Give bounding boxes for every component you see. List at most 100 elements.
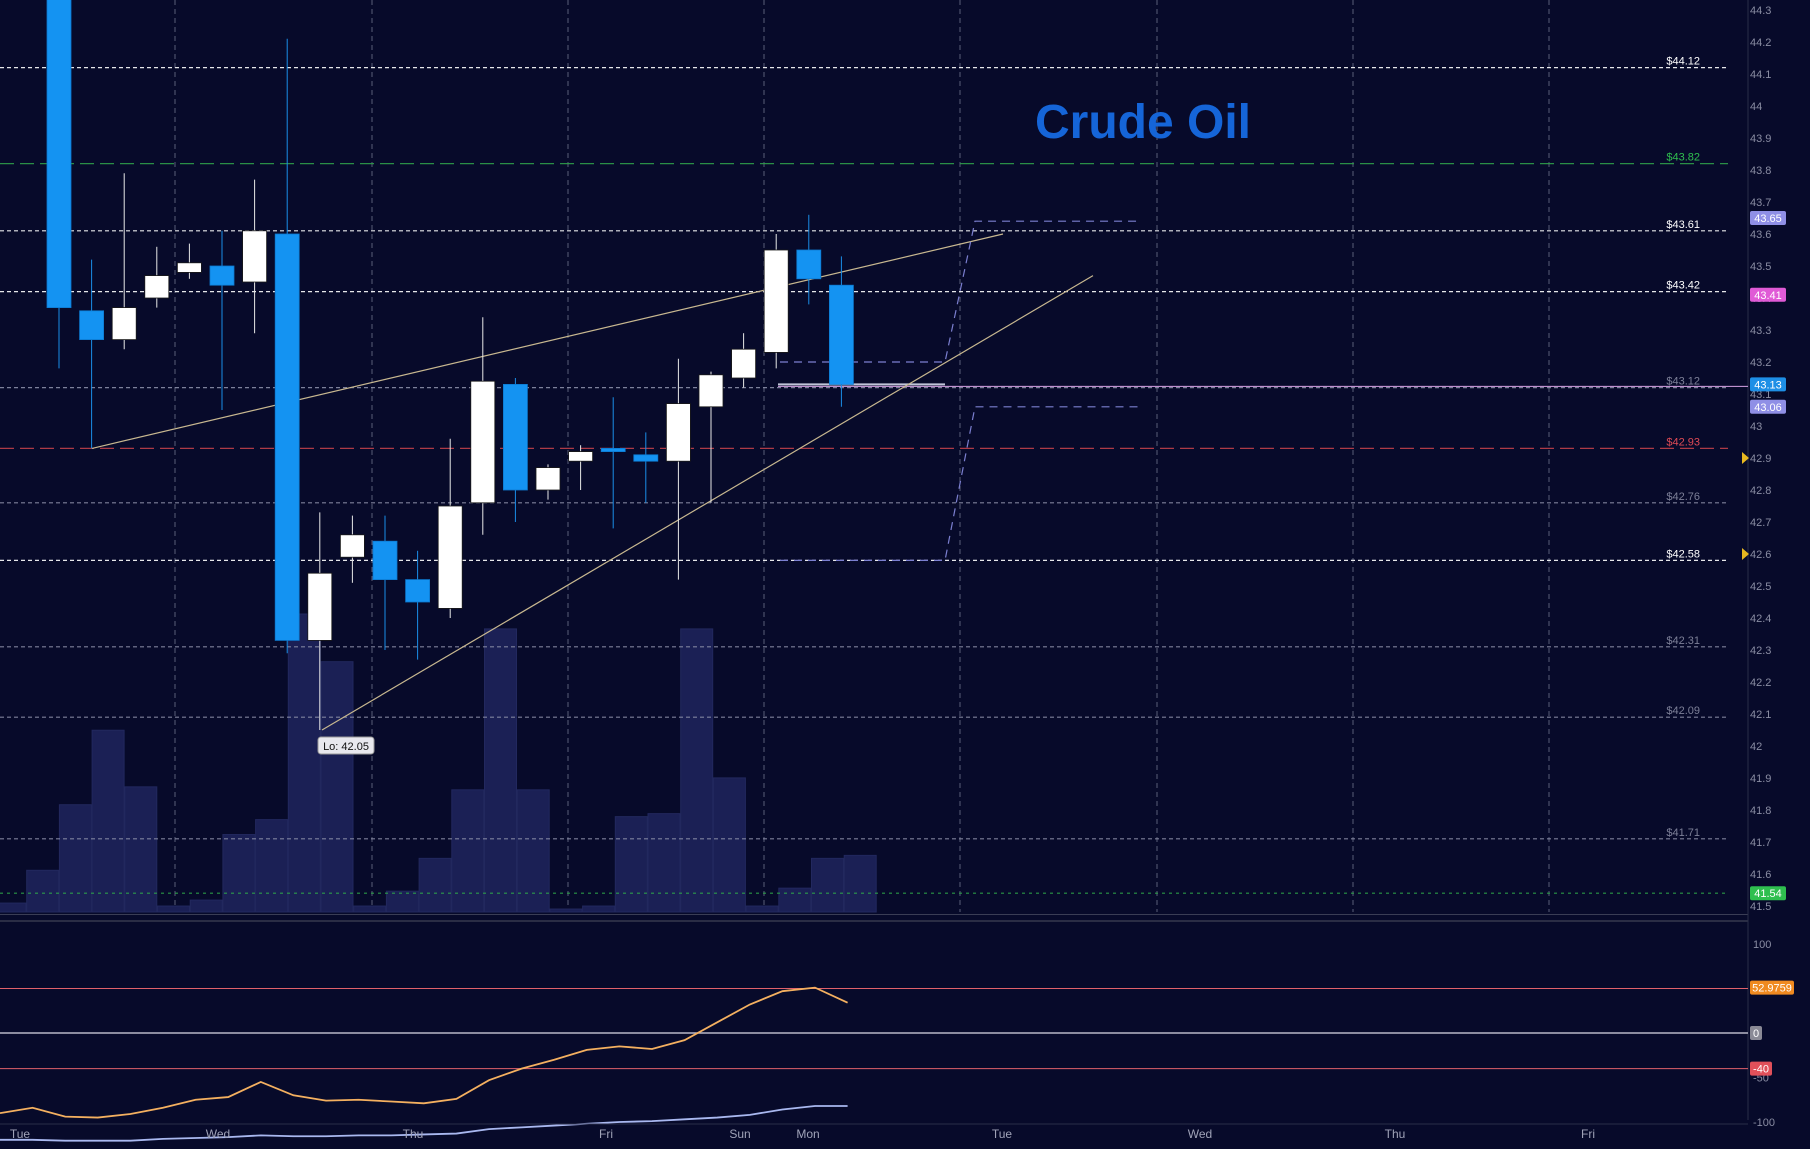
indicator-tick-label: 100 [1753,939,1771,951]
price-level-label: $42.09 [1666,705,1700,717]
volume-bar [222,834,256,913]
projection-lower [780,406,1140,562]
price-tag-label: 43.13 [1754,379,1782,391]
candle-body[interactable] [144,275,170,299]
y-tick-label: 43 [1750,421,1762,433]
volume-bar [255,819,289,913]
indicator-value-tag [1750,980,1794,995]
candle-body[interactable] [307,572,333,641]
candle-body[interactable] [600,447,626,452]
volume-bar [418,857,452,913]
y-tick-label: 44 [1750,101,1762,113]
lower-trendline [321,275,1094,731]
y-tick-label: 42.5 [1750,581,1771,593]
candle-body[interactable] [111,307,137,341]
indicator-zero-label: 0 [1753,1028,1759,1040]
price-level-label: $43.42 [1666,280,1700,292]
indicator-fast-line [0,986,848,1119]
candle-body[interactable] [372,540,398,581]
y-tick-label: 43.3 [1750,325,1771,337]
price-tag [1750,211,1786,225]
y-tick-label: 42.3 [1750,645,1771,657]
indicator-value-label: 52.9759 [1752,983,1792,995]
volume-bar [451,789,485,913]
y-tick-label: 42.6 [1750,549,1771,561]
candle-body[interactable] [79,310,104,340]
volume-bar [353,905,387,913]
y-tick-label: 42.8 [1750,485,1771,497]
indicator-zero-tag [1750,1026,1762,1040]
indicator-slow-line [0,1105,848,1142]
y-tick-label: 41.6 [1750,869,1771,881]
price-level-label: $42.58 [1666,548,1700,560]
x-tick-label: Sun [729,1127,750,1141]
price-level-label: $42.31 [1666,635,1700,647]
y-tick-label: 44.1 [1750,69,1771,81]
price-level-label: $43.61 [1666,219,1700,231]
volume-bar [549,908,583,913]
candle-body[interactable] [763,249,789,353]
candle-body[interactable] [405,579,431,603]
candle-body[interactable] [502,383,528,491]
x-tick-label: Tue [992,1127,1013,1141]
panel-divider-2 [0,920,1748,922]
x-tick-label: Tue [10,1127,31,1141]
candle-body[interactable] [731,348,756,379]
y-tick-label: 41.5 [1750,901,1771,913]
y-tick-label: 42.1 [1750,709,1771,721]
chart-title: Crude Oil [1035,96,1251,149]
candle-body[interactable] [698,374,724,408]
y-tick-label: 41.7 [1750,837,1771,849]
x-tick-label: Fri [1581,1127,1595,1141]
y-tick-label: 42.2 [1750,677,1771,689]
y-tick-label: 42.9 [1750,453,1771,465]
candle-body[interactable] [46,0,72,309]
candle-body[interactable] [242,230,268,283]
price-tag-label: 41.54 [1754,888,1782,900]
volume-bar [385,890,419,913]
volume-bar [320,661,354,913]
candle-body[interactable] [796,249,822,280]
candle-body[interactable] [829,284,854,385]
candle-body[interactable] [470,380,496,504]
y-tick-label: 43.9 [1750,133,1771,145]
y-tick-label: 41.8 [1750,805,1771,817]
price-tag [1750,377,1786,392]
y-tick-label: 44.3 [1750,5,1771,17]
candle-body[interactable] [437,505,463,609]
candle-body[interactable] [666,403,691,462]
volume-bar [614,816,648,913]
candle-body[interactable] [274,233,300,641]
price-level-label: $43.82 [1666,152,1700,164]
y-tick-label: 43.5 [1750,261,1771,273]
candle-body[interactable] [535,467,561,491]
candle-body[interactable] [633,454,659,462]
x-tick-label: Wed [206,1127,230,1141]
candle-body[interactable] [568,451,593,462]
y-tick-label: 42 [1750,741,1762,753]
volume-bar [0,902,27,913]
y-tick-label: 42.4 [1750,613,1771,625]
candle-body[interactable] [339,534,365,558]
indicator-tick-label: -100 [1753,1117,1775,1129]
price-tag [1750,886,1786,901]
volume-bar [26,869,60,913]
volume-bar [811,857,844,913]
price-tag-label: 43.41 [1754,290,1782,302]
volume-bar [778,887,812,913]
volume-bar [516,789,550,913]
x-tick-label: Thu [403,1127,424,1141]
price-tag-label: 43.65 [1754,213,1782,225]
volume-bar [745,905,779,913]
y-tick-label: 43.2 [1750,357,1771,369]
x-tick-label: Mon [796,1127,819,1141]
candle-body[interactable] [176,262,202,273]
volume-bar [189,899,223,913]
y-tick-label: 43.6 [1750,229,1771,241]
indicator-lower-label: -40 [1753,1064,1769,1076]
y-tick-label: 41.9 [1750,773,1771,785]
candle-body[interactable] [209,265,235,286]
axis-arrow-marker [1742,452,1749,464]
